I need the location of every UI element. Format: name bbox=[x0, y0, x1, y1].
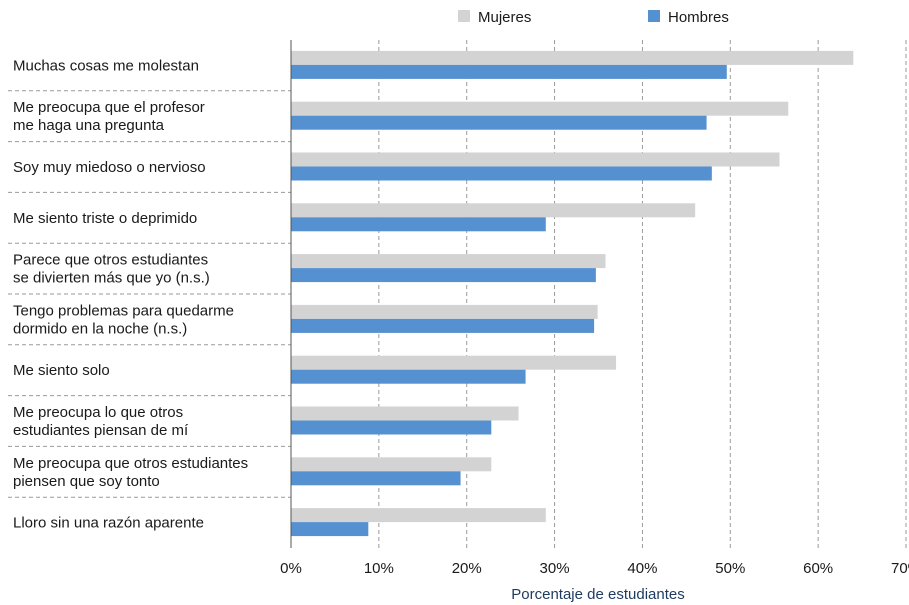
category-label: me haga una pregunta bbox=[13, 117, 165, 134]
bar-hombres bbox=[291, 64, 727, 79]
x-tick-label: 50% bbox=[715, 560, 745, 577]
x-tick-label: 0% bbox=[280, 560, 302, 577]
x-axis-title: Porcentaje de estudiantes bbox=[511, 586, 684, 603]
bar-hombres bbox=[291, 369, 526, 384]
category-label: Parece que otros estudiantes bbox=[13, 252, 208, 269]
x-tick-label: 10% bbox=[364, 560, 394, 577]
category-label: piensen que soy tonto bbox=[13, 473, 160, 490]
legend: Mujeres Hombres bbox=[458, 9, 729, 26]
bar-hombres bbox=[291, 217, 546, 232]
x-tick-label: 40% bbox=[627, 560, 657, 577]
category-separators bbox=[8, 90, 291, 498]
bar-mujeres bbox=[291, 406, 519, 421]
bar-mujeres bbox=[291, 203, 696, 218]
bar-mujeres bbox=[291, 101, 789, 116]
bar-hombres bbox=[291, 471, 461, 486]
category-label: dormido en la noche (n.s.) bbox=[13, 320, 187, 337]
bar-hombres bbox=[291, 522, 369, 537]
bar-hombres bbox=[291, 420, 492, 435]
legend-swatch-hombres bbox=[648, 10, 660, 22]
bar-mujeres bbox=[291, 304, 598, 319]
category-label: Me siento triste o deprimido bbox=[13, 210, 197, 227]
bars bbox=[291, 50, 854, 537]
bar-mujeres bbox=[291, 355, 617, 370]
category-label: Me siento solo bbox=[13, 362, 110, 379]
category-labels: Muchas cosas me molestan Me preocupa que … bbox=[13, 57, 248, 531]
x-tick-label: 30% bbox=[540, 560, 570, 577]
x-tick-label: 20% bbox=[452, 560, 482, 577]
category-label: Soy muy miedoso o nervioso bbox=[13, 159, 206, 176]
bar-hombres bbox=[291, 268, 596, 283]
bar-mujeres bbox=[291, 457, 492, 472]
category-label: estudiantes piensan de mí bbox=[13, 422, 189, 439]
bar-mujeres bbox=[291, 152, 780, 167]
legend-label-hombres: Hombres bbox=[668, 9, 729, 26]
category-label: Me preocupa que otros estudiantes bbox=[13, 455, 248, 472]
category-label: Lloro sin una razón aparente bbox=[13, 515, 204, 532]
bar-mujeres bbox=[291, 50, 854, 65]
bar-mujeres bbox=[291, 254, 606, 269]
legend-swatch-mujeres bbox=[458, 10, 470, 22]
x-tick-label: 60% bbox=[803, 560, 833, 577]
legend-label-mujeres: Mujeres bbox=[478, 9, 531, 26]
category-label: se divierten más que yo (n.s.) bbox=[13, 270, 210, 287]
category-label: Muchas cosas me molestan bbox=[13, 57, 199, 74]
x-tick-label: 70% bbox=[891, 560, 909, 577]
bar-hombres bbox=[291, 166, 712, 181]
bar-hombres bbox=[291, 318, 595, 333]
category-label: Me preocupa lo que otros bbox=[13, 404, 183, 421]
x-axis: 0% 10% 20% 30% 40% 50% 60% 70% bbox=[280, 40, 909, 577]
category-label: Tengo problemas para quedarme bbox=[13, 302, 234, 319]
bar-hombres bbox=[291, 115, 707, 130]
bar-mujeres bbox=[291, 508, 546, 523]
category-label: Me preocupa que el profesor bbox=[13, 99, 205, 116]
